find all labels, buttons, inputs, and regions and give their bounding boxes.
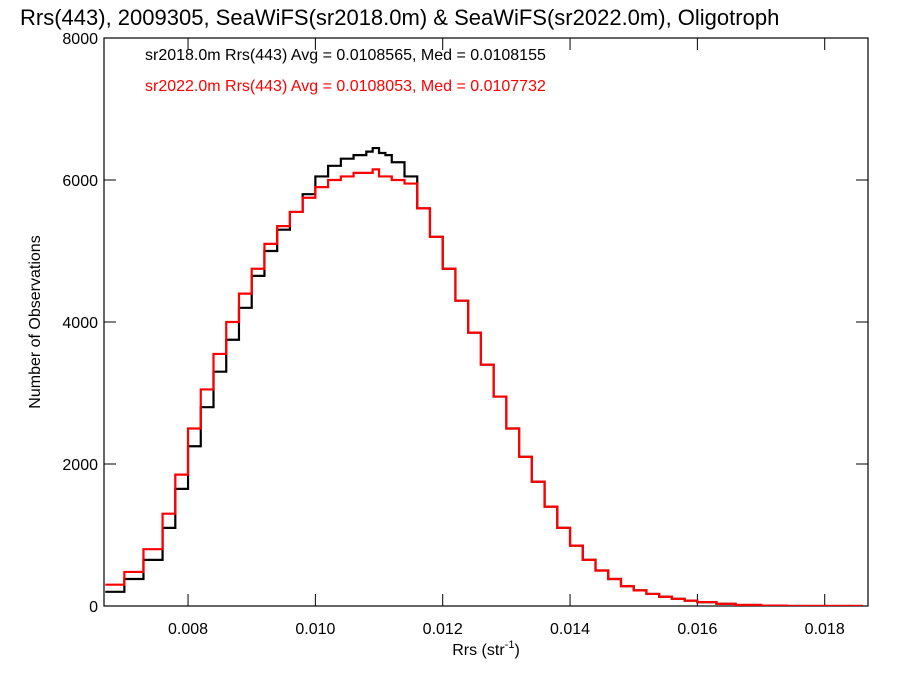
chart-title: Rrs(443), 2009305, SeaWiFS(sr2018.0m) & … [20,5,779,30]
x-tick-label: 0.012 [423,621,463,638]
y-tick-label: 0 [89,599,98,616]
x-tick-label: 0.008 [168,621,208,638]
y-axis-label: Number of Observations [27,235,44,408]
y-tick-label: 4000 [62,315,98,332]
x-tick-label: 0.016 [677,621,717,638]
plot-frame [103,37,869,607]
y-tick-label: 6000 [62,173,98,190]
x-axis-label: Rrs (str-1) [452,639,520,659]
x-axis-label-close: ) [514,642,519,659]
series-line-sr2022.0m [105,168,863,606]
x-tick-label: 0.014 [550,621,590,638]
x-axis: 0.008 0.010 0.012 0.014 0.016 0.018 [168,38,845,638]
y-tick-label: 2000 [62,457,98,474]
y-axis: 0 2000 4000 6000 8000 [62,31,868,616]
x-tick-label: 0.018 [805,621,845,638]
x-axis-label-superscript: -1 [505,639,515,651]
x-tick-label: 0.010 [295,621,335,638]
series-line-sr2018.0m [105,146,863,606]
legend-entry-sr2022: sr2022.0m Rrs(443) Avg = 0.0108053, Med … [145,78,546,95]
y-tick-label: 8000 [62,31,98,48]
series-layer [105,146,863,606]
x-axis-label-main: Rrs (str [452,642,505,659]
legend-entry-sr2018: sr2018.0m Rrs(443) Avg = 0.0108565, Med … [145,47,546,64]
